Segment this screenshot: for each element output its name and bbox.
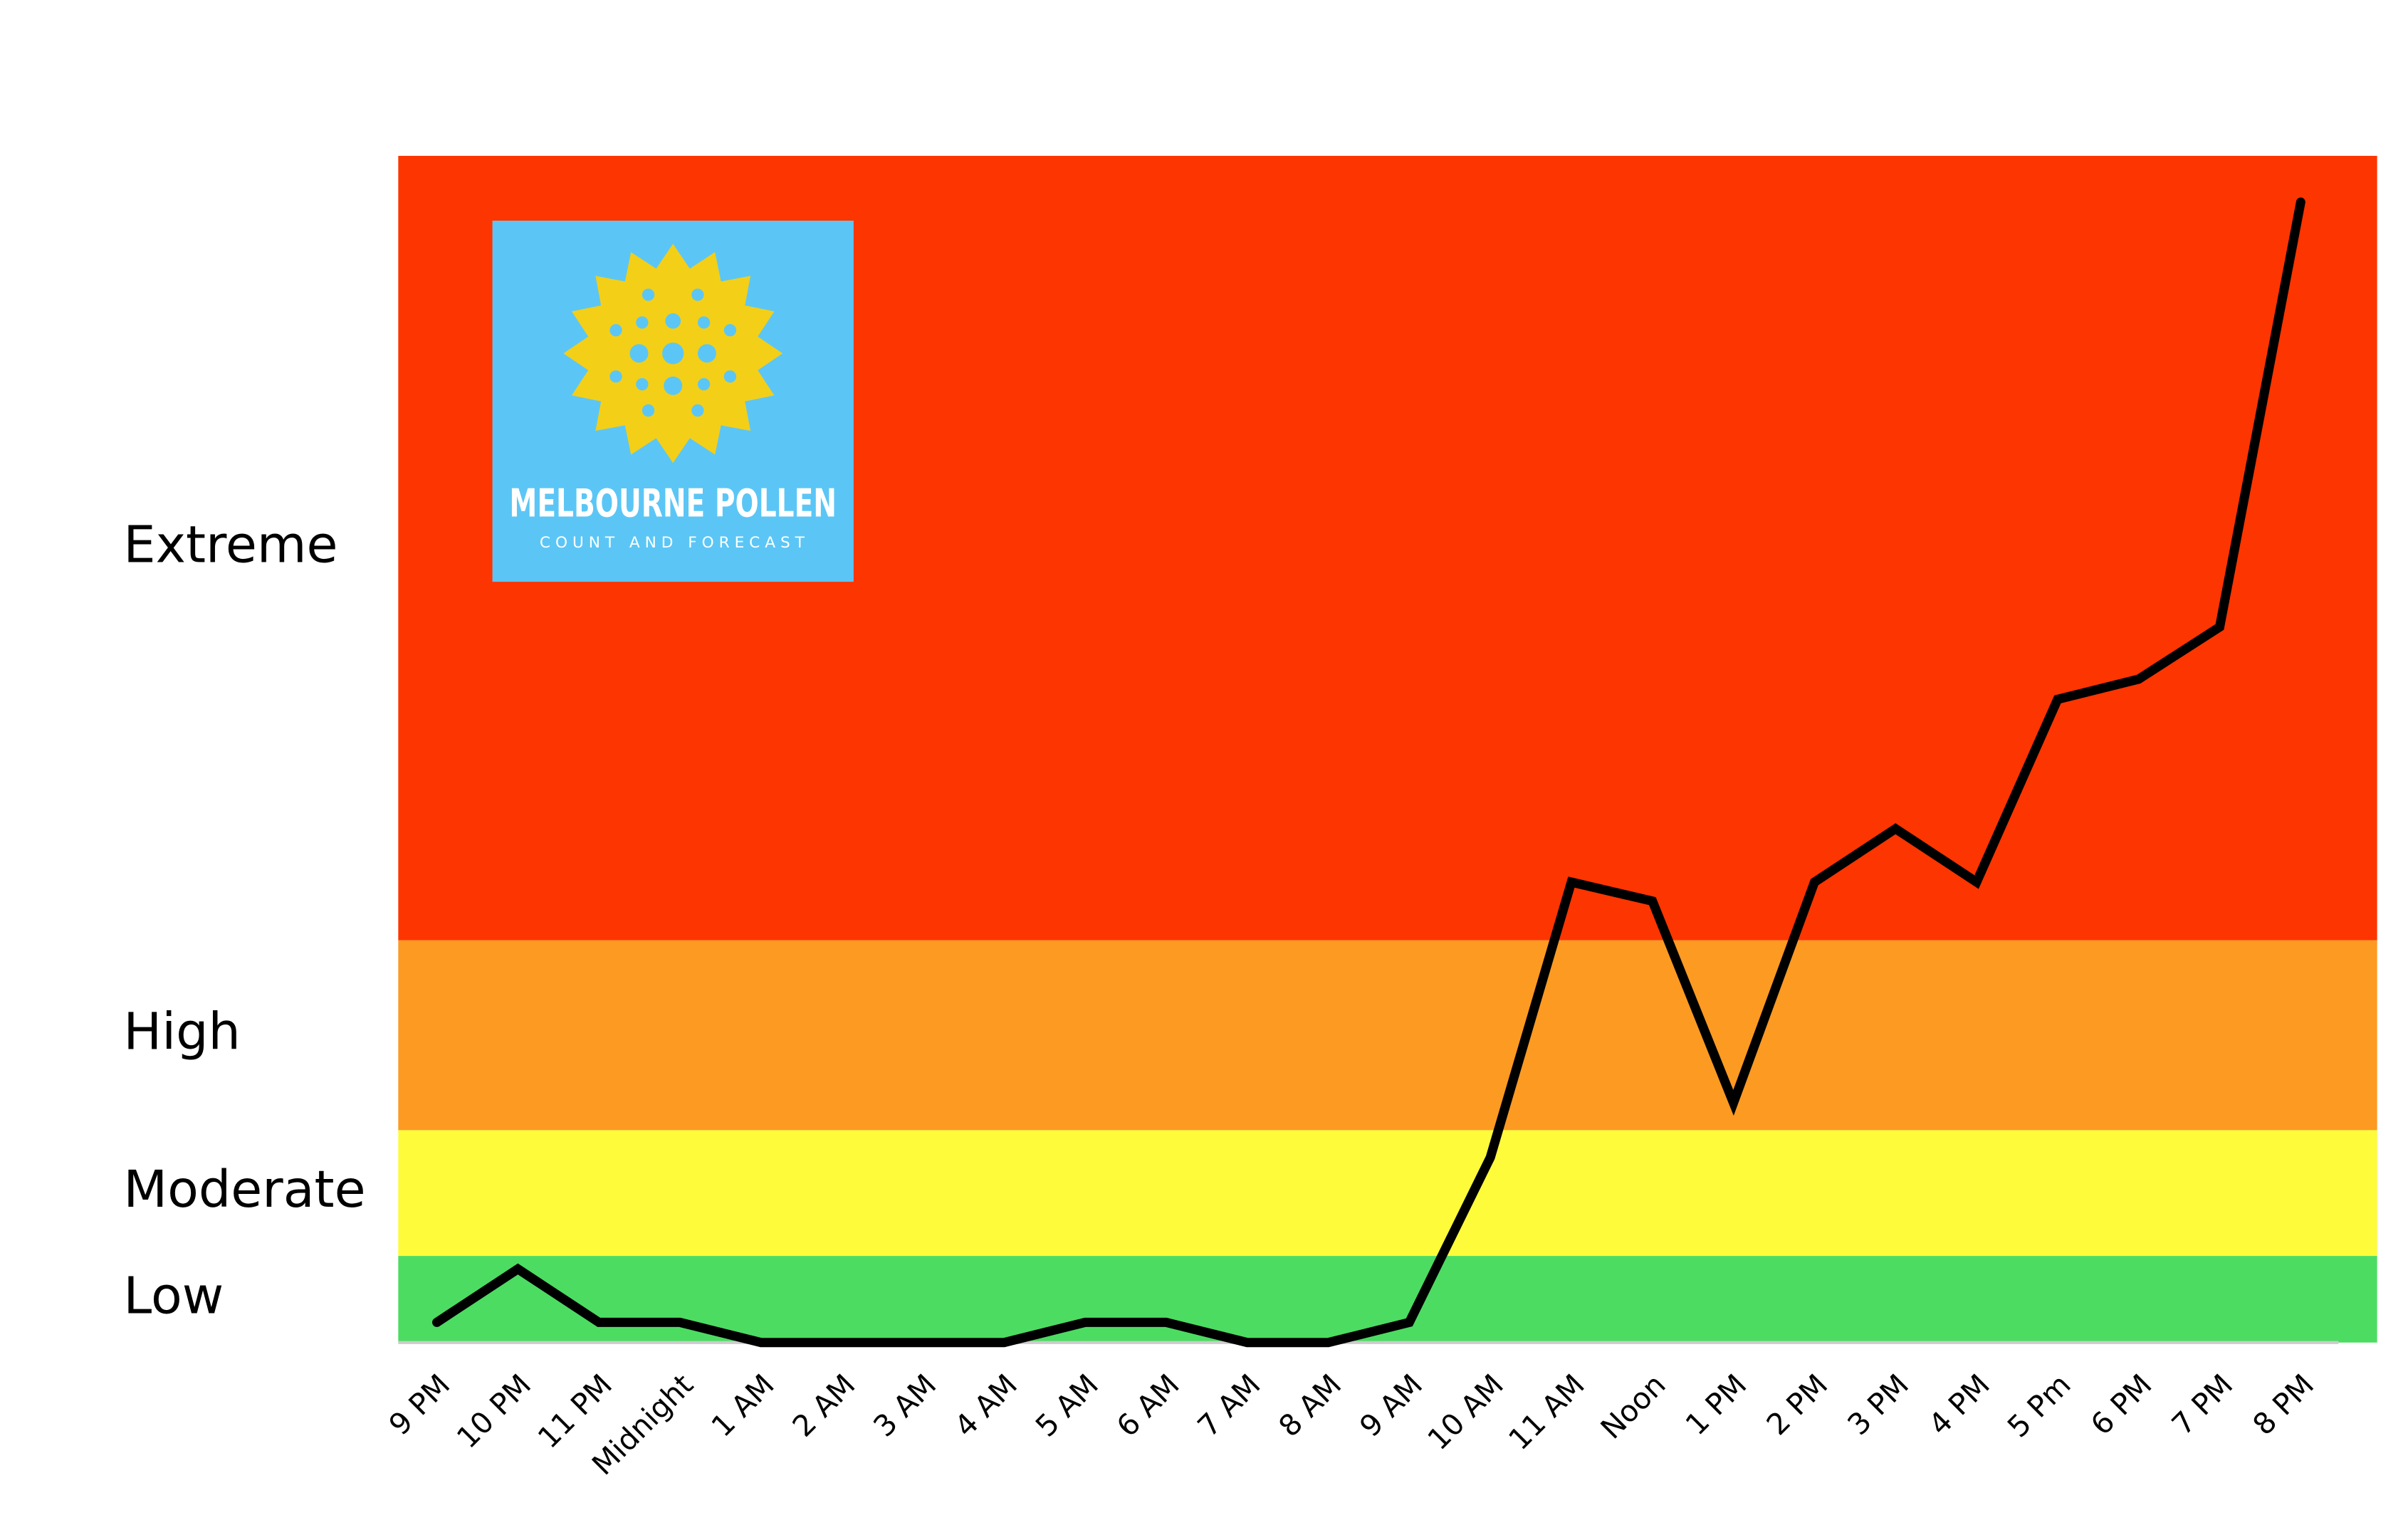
band-label: Low	[123, 1266, 224, 1325]
logo-dot	[665, 313, 681, 329]
x-tick-label: 10 PM	[450, 1368, 538, 1455]
logo-dot	[636, 316, 649, 329]
logo-subtitle: COUNT AND FORECAST	[540, 534, 810, 552]
logo-dot	[609, 370, 622, 383]
band-label: Extreme	[123, 515, 337, 574]
x-tick-label: 7 AM	[1191, 1368, 1267, 1444]
logo-dot	[629, 344, 649, 363]
x-tick-label: 2 AM	[786, 1368, 862, 1444]
risk-band	[398, 940, 2377, 1131]
x-tick-label: 6 AM	[1110, 1368, 1186, 1444]
band-label: Moderate	[123, 1160, 365, 1219]
band-label: High	[123, 1002, 240, 1062]
x-tick-label: 8 PM	[2246, 1368, 2320, 1442]
x-tick-label: 3 PM	[1841, 1368, 1915, 1442]
logo-dot	[697, 344, 716, 363]
x-tick-label: 4 AM	[948, 1368, 1024, 1444]
x-tick-label: 7 PM	[2165, 1368, 2239, 1442]
x-tick-label: 5 AM	[1029, 1368, 1105, 1444]
logo-dot	[691, 404, 704, 417]
logo-dot	[697, 316, 711, 329]
x-tick-label: 11 AM	[1502, 1368, 1591, 1457]
x-tick-label: 1 AM	[705, 1368, 781, 1444]
logo-dots	[609, 288, 737, 417]
logo-dot	[723, 370, 737, 383]
x-tick-label: 3 AM	[867, 1368, 943, 1444]
logo-dot	[662, 342, 684, 365]
logo-dot	[691, 288, 704, 301]
x-tick-label: 10 AM	[1421, 1368, 1510, 1457]
logo-dot	[642, 288, 655, 301]
x-tick-label: 1 PM	[1679, 1368, 1753, 1442]
pollen-line	[432, 197, 2305, 1348]
risk-band	[398, 1130, 2377, 1257]
x-tick-label: 9 PM	[382, 1368, 456, 1442]
logo-dot	[642, 404, 655, 417]
logo-dot	[609, 324, 622, 337]
x-tick-label: 9 AM	[1353, 1368, 1429, 1444]
logo-title: MELBOURNE POLLEN	[509, 481, 837, 526]
x-tick-label: 4 PM	[1922, 1368, 1996, 1442]
logo-dot	[664, 376, 683, 395]
x-tick-label: 6 PM	[2084, 1368, 2158, 1442]
x-tick-label: Noon	[1594, 1368, 1672, 1446]
x-tick-label: 5 Pm	[2001, 1368, 2078, 1445]
x-tick-label: 2 PM	[1760, 1368, 1834, 1442]
x-tick-label: 8 AM	[1272, 1368, 1349, 1444]
logo-dot	[697, 378, 711, 391]
logo-dot	[723, 324, 737, 337]
logo-dot	[636, 378, 649, 391]
logo: MELBOURNE POLLEN COUNT AND FORECAST	[492, 220, 854, 582]
